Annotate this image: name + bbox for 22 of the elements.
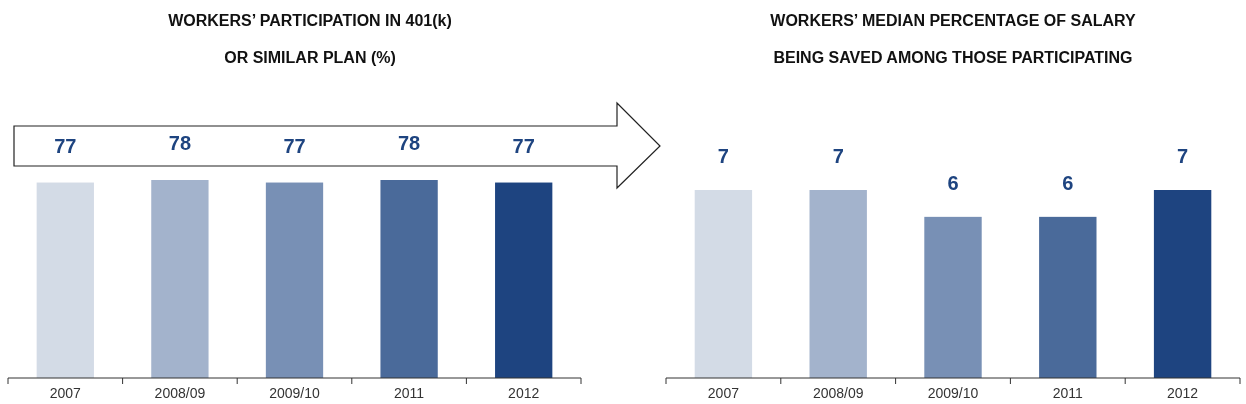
- x-tick-label: 2012: [1167, 385, 1199, 401]
- data-label: 6: [947, 171, 959, 194]
- data-label: 77: [283, 134, 306, 157]
- x-tick-label: 2007: [49, 385, 82, 401]
- data-label: 78: [168, 132, 192, 154]
- data-label: 77: [512, 134, 535, 157]
- data-label: 7: [832, 145, 844, 167]
- chart-title: WORKERS’ MEDIAN PERCENTAGE OF SALARY BEING SAVED AMONG THOSE PARTICIPATING: [770, 12, 1136, 66]
- data-label: 7: [717, 145, 729, 167]
- data-label: 7: [1177, 145, 1189, 167]
- x-tick-label: 2008/09: [812, 385, 864, 401]
- x-tick-label: 2011: [394, 385, 425, 401]
- x-tick-label: 2009/10: [269, 385, 321, 401]
- data-label: 78: [397, 132, 421, 154]
- data-label: 6: [1062, 171, 1074, 194]
- chart-title: WORKERS’ PARTICIPATION IN 401(k) OR SIMILAR PLAN (%): [168, 12, 452, 66]
- x-tick-label: 2008/09: [154, 385, 206, 401]
- x-tick-label: 2009/10: [927, 385, 979, 401]
- x-tick-label: 2011: [1052, 385, 1084, 401]
- x-tick-label: 2007: [707, 385, 740, 401]
- data-label: 77: [54, 134, 77, 157]
- x-tick-label: 2012: [508, 385, 540, 401]
